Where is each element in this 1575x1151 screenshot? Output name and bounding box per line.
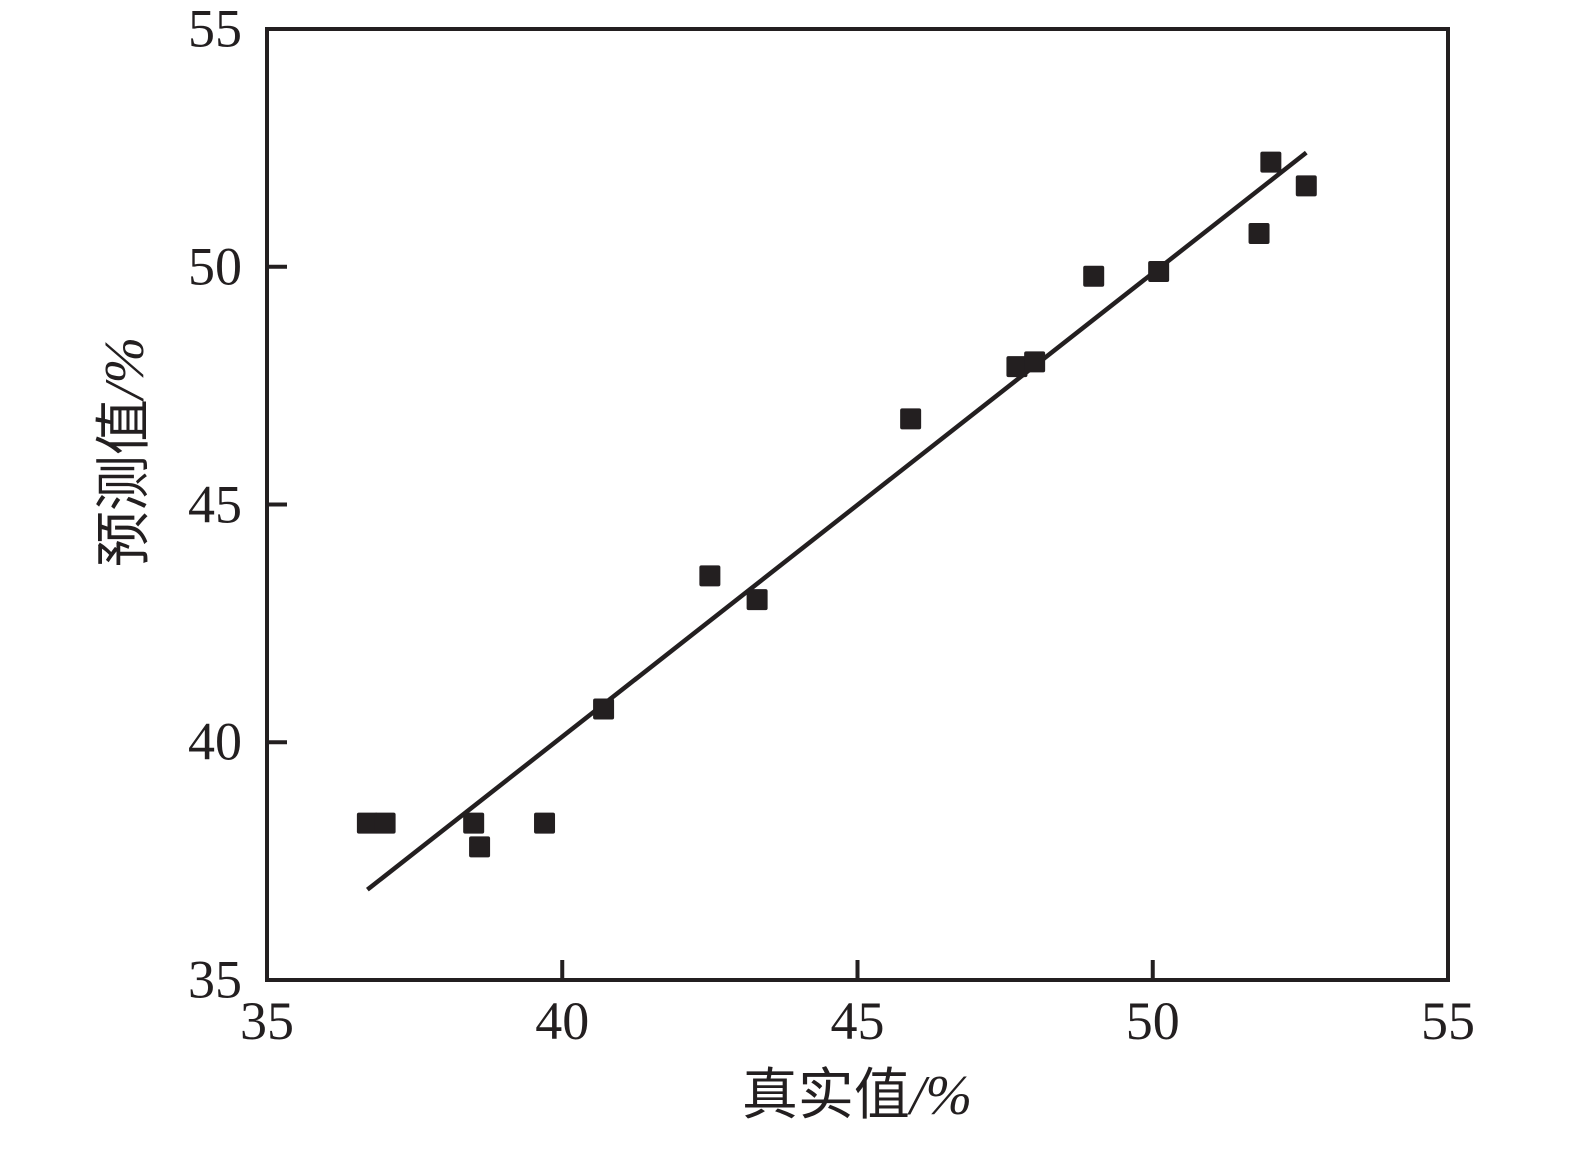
data-point-marker (1260, 151, 1282, 173)
x-axis-label-unit: /% (909, 1065, 973, 1127)
x-tick-label: 40 (535, 991, 590, 1051)
x-tick-label: 35 (240, 991, 294, 1051)
data-point-marker (1148, 261, 1170, 283)
data-point-marker (469, 836, 491, 858)
data-point-marker (1083, 265, 1105, 287)
y-tick-label: 55 (188, 0, 242, 59)
x-tick-label: 55 (1421, 991, 1475, 1051)
data-point-marker (1295, 175, 1317, 197)
data-point-marker (1024, 351, 1046, 373)
y-axis-label: 预测值/% (94, 336, 157, 568)
x-axis-label: 真实值/% (741, 1065, 973, 1128)
data-point-marker (356, 812, 378, 834)
data-point-marker (1006, 356, 1028, 378)
x-axis-label-text: 真实值 (741, 1065, 910, 1127)
x-tick-label: 45 (830, 991, 885, 1051)
plot-frame (265, 27, 1450, 982)
data-point-marker (1248, 222, 1270, 244)
data-point-marker (699, 565, 721, 587)
data-point-marker (900, 408, 922, 430)
y-tick-label: 40 (188, 711, 242, 772)
y-tick-label: 35 (188, 949, 242, 1010)
data-point-marker (374, 812, 396, 834)
y-axis-label-text: 预测值 (94, 399, 157, 568)
data-point-marker (746, 589, 768, 611)
y-tick-label: 50 (188, 236, 242, 297)
data-point-marker (593, 698, 615, 720)
data-point-marker (534, 812, 556, 834)
y-tick-label: 45 (188, 473, 242, 534)
data-point-marker (463, 812, 485, 834)
x-tick-label: 50 (1125, 991, 1180, 1051)
y-axis-label-unit: /% (94, 336, 157, 400)
